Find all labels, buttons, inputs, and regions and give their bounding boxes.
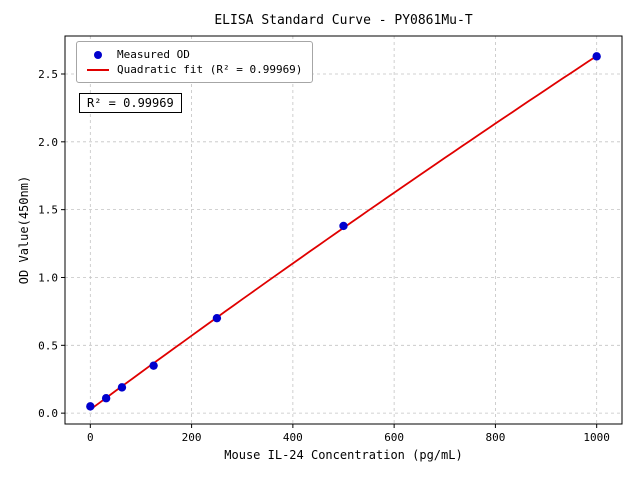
r-squared-annotation: R² = 0.99969 [79,93,182,113]
quadratic-fit-line-icon [87,68,109,71]
svg-text:2.0: 2.0 [38,136,58,149]
y-axis-label: OD Value(450nm) [17,175,31,285]
x-axis-label: Mouse IL-24 Concentration (pg/mL) [224,448,463,462]
legend-swatch [85,68,111,71]
svg-text:1.5: 1.5 [38,204,58,217]
svg-text:200: 200 [182,431,202,444]
chart-title: ELISA Standard Curve - PY0861Mu-T [214,13,473,28]
svg-text:0.5: 0.5 [38,339,58,352]
svg-text:2.5: 2.5 [38,68,58,81]
legend-label-measured-od: Measured OD [117,48,190,61]
legend-label-quadratic-fit: Quadratic fit (R² = 0.99969) [117,63,303,76]
legend-swatch [85,50,111,59]
legend-item-measured-od: Measured OD [85,47,302,62]
svg-text:800: 800 [485,431,505,444]
svg-text:1.0: 1.0 [38,271,58,284]
svg-text:0.0: 0.0 [38,407,58,420]
measured-od-marker-icon [94,50,102,59]
svg-text:1000: 1000 [583,431,610,444]
legend: Measured OD Quadratic fit (R² = 0.99969) [76,41,314,83]
legend-item-quadratic-fit: Quadratic fit (R² = 0.99969) [85,62,302,77]
svg-text:600: 600 [384,431,404,444]
svg-text:400: 400 [283,431,303,444]
svg-text:0: 0 [87,431,94,444]
